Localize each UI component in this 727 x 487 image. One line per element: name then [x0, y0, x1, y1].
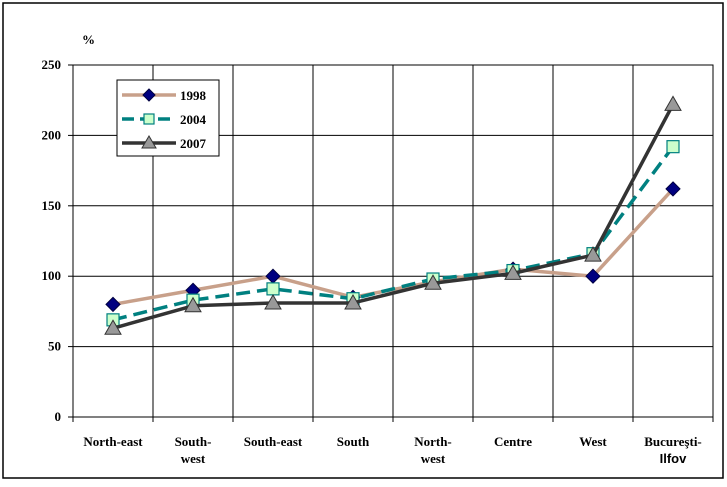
data-point-2007	[104, 319, 122, 335]
chart-border	[2, 2, 724, 479]
x-tick-label: Bucureşti-Ilfov	[644, 434, 702, 466]
x-tick-label: Centre	[494, 434, 532, 449]
legend: 1998 2004 2007	[116, 79, 220, 157]
x-tick-label: South	[337, 434, 370, 449]
data-point-2007	[344, 293, 362, 310]
legend-label: 2007	[180, 136, 207, 151]
series	[104, 95, 682, 335]
x-tick-label: North-east	[83, 434, 143, 449]
data-point-2004	[666, 140, 680, 154]
data-point-2007	[664, 95, 682, 111]
y-tick-label: 100	[42, 268, 62, 283]
legend-marker-2007	[141, 135, 157, 149]
y-tick-label: 250	[42, 57, 62, 72]
data-point-1998	[665, 181, 681, 197]
legend-label: 1998	[180, 88, 207, 103]
x-tick-label: West	[579, 434, 607, 449]
y-tick-label: 150	[42, 198, 62, 213]
data-point-2007	[264, 293, 282, 310]
axes: 0 50 100 150 200 250 North-east South-west South…	[42, 57, 714, 466]
y-tick-label: 0	[55, 409, 62, 424]
data-point-2007	[424, 274, 442, 290]
legend-marker-1998	[142, 88, 156, 102]
data-point-1998	[585, 268, 601, 284]
x-tick-label: South-east	[244, 434, 303, 449]
series-line-2007	[112, 103, 675, 330]
y-tick-label: 200	[42, 127, 62, 142]
data-point-2004	[266, 282, 280, 296]
x-tick-label: North-west	[414, 434, 452, 466]
data-point-1998	[105, 296, 121, 313]
data-point-2007	[584, 246, 602, 262]
y-axis-unit: %	[82, 32, 95, 47]
x-tick-label: South-west	[175, 434, 212, 466]
legend-label: 2004	[180, 112, 207, 127]
legend-marker-2004	[143, 113, 155, 125]
y-tick-label: 50	[48, 339, 61, 354]
data-point-2007	[184, 296, 202, 313]
data-point-2007	[504, 264, 522, 280]
